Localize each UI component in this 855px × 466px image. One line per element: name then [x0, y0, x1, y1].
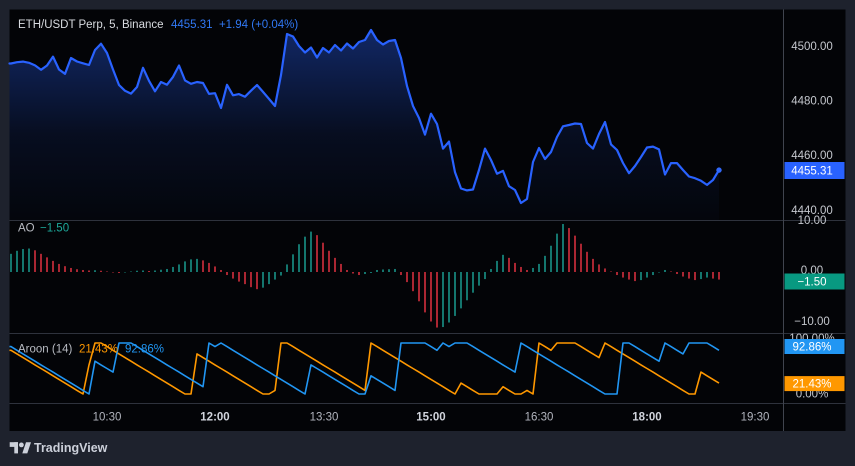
svg-text:4480.00: 4480.00 [791, 96, 833, 108]
svg-text:AO: AO [18, 223, 35, 235]
svg-text:21.43%: 21.43% [792, 379, 831, 391]
svg-text:−1.50: −1.50 [797, 277, 826, 289]
svg-text:10:30: 10:30 [93, 412, 122, 424]
svg-text:12:00: 12:00 [200, 412, 229, 424]
svg-text:4455.31 +1.94 (+0.04%): 4455.31 +1.94 (+0.04%) [171, 19, 298, 31]
svg-text:16:30: 16:30 [525, 412, 554, 424]
svg-text:10.00: 10.00 [798, 215, 827, 227]
svg-text:TradingView: TradingView [34, 441, 108, 455]
svg-text:0.00%: 0.00% [796, 389, 829, 401]
svg-text:92.86%: 92.86% [125, 344, 164, 356]
svg-text:−10.00: −10.00 [794, 316, 830, 328]
svg-text:4455.31: 4455.31 [791, 166, 833, 178]
svg-text:ETH/USDT Perp, 5, Binance: ETH/USDT Perp, 5, Binance [18, 19, 164, 31]
svg-text:19:30: 19:30 [741, 412, 770, 424]
svg-text:18:00: 18:00 [632, 412, 661, 424]
svg-text:4500.00: 4500.00 [791, 41, 833, 53]
svg-text:13:30: 13:30 [310, 412, 339, 424]
svg-text:4440.00: 4440.00 [791, 205, 833, 217]
svg-text:Aroon (14): Aroon (14) [18, 344, 73, 356]
svg-text:15:00: 15:00 [416, 412, 445, 424]
svg-text:92.86%: 92.86% [792, 342, 831, 354]
svg-text:21.43%: 21.43% [79, 344, 118, 356]
svg-text:4460.00: 4460.00 [791, 150, 833, 162]
svg-text:−1.50: −1.50 [40, 223, 69, 235]
